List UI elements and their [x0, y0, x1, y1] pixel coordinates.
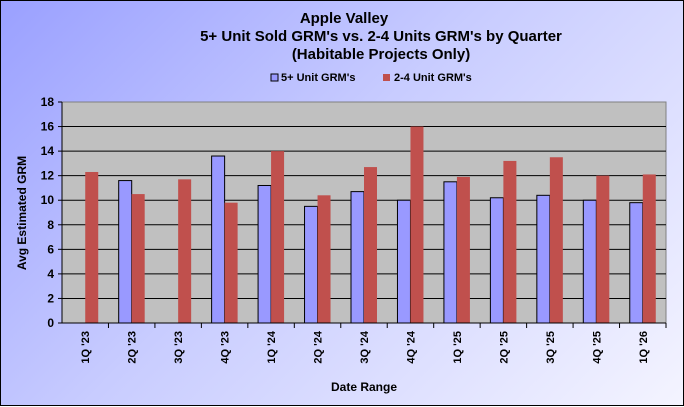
y-tick-label: 10 — [41, 193, 55, 207]
bar-2to4 — [271, 151, 285, 323]
y-tick-label: 6 — [47, 242, 54, 256]
x-tick-label: 2Q '25 — [498, 331, 510, 364]
bar-2to4 — [549, 157, 563, 323]
bar-5plus — [489, 197, 504, 324]
bar-2to4 — [410, 126, 424, 323]
legend-swatch-5plus — [270, 73, 279, 82]
x-tick-label: 3Q '24 — [359, 330, 371, 363]
x-tick-label: 1Q '24 — [266, 330, 278, 363]
bar-5plus — [304, 205, 319, 324]
x-tick-label: 4Q '23 — [220, 331, 232, 364]
bar-2to4 — [131, 194, 145, 323]
x-tick-label: 3Q '23 — [173, 331, 185, 364]
bar-2to4 — [503, 160, 517, 323]
bar-2to4 — [596, 175, 610, 323]
bar-2to4 — [178, 179, 192, 323]
y-tick-label: 16 — [41, 120, 55, 134]
bar-5plus — [118, 180, 133, 324]
legend-label-5plus: 5+ Unit GRM's — [281, 72, 355, 84]
bar-2to4 — [456, 176, 470, 323]
x-tick-label: 1Q '26 — [638, 331, 650, 364]
bar-5plus — [396, 199, 411, 324]
legend: 5+ Unit GRM's 2-4 Unit GRM's — [270, 72, 472, 84]
chart-title-line1: Apple Valley — [300, 10, 389, 27]
legend-label-2to4: 2-4 Unit GRM's — [394, 72, 472, 84]
bar-2to4 — [85, 171, 99, 323]
bar-2to4 — [224, 202, 238, 323]
x-tick-label: 2Q '24 — [313, 330, 325, 363]
bar-2to4 — [642, 174, 656, 323]
bar-5plus — [582, 199, 597, 324]
y-axis-label: Avg Estimated GRM — [15, 156, 29, 270]
bar-2to4 — [364, 167, 377, 323]
bar-5plus — [629, 202, 644, 324]
legend-swatch-2to4 — [383, 74, 390, 81]
y-tick-label: 0 — [47, 316, 54, 330]
chart-title-line3: (Habitable Projects Only) — [292, 46, 470, 63]
bar-2to4 — [317, 195, 331, 323]
x-tick-label: 4Q '24 — [405, 330, 417, 363]
bar-5plus — [536, 194, 551, 324]
bar-5plus — [257, 184, 272, 324]
bar-5plus — [443, 181, 458, 324]
y-tick-label: 4 — [47, 267, 54, 281]
x-axis-label: Date Range — [331, 380, 397, 394]
chart-title-line2: 5+ Unit Sold GRM's vs. 2-4 Units GRM's b… — [200, 28, 562, 45]
x-tick-label: 4Q '25 — [591, 331, 603, 364]
y-tick-label: 18 — [41, 95, 55, 109]
y-tick-label: 8 — [47, 218, 54, 232]
bar-5plus — [211, 155, 226, 324]
x-tick-label: 1Q '23 — [80, 331, 92, 364]
y-tick-label: 14 — [41, 144, 55, 158]
x-tick-label: 1Q '25 — [452, 331, 464, 364]
bar-5plus — [350, 191, 365, 324]
y-tick-label: 12 — [41, 169, 55, 183]
y-tick-label: 2 — [47, 291, 54, 305]
x-tick-label: 3Q '25 — [545, 331, 557, 364]
x-tick-label: 2Q '23 — [127, 331, 139, 364]
